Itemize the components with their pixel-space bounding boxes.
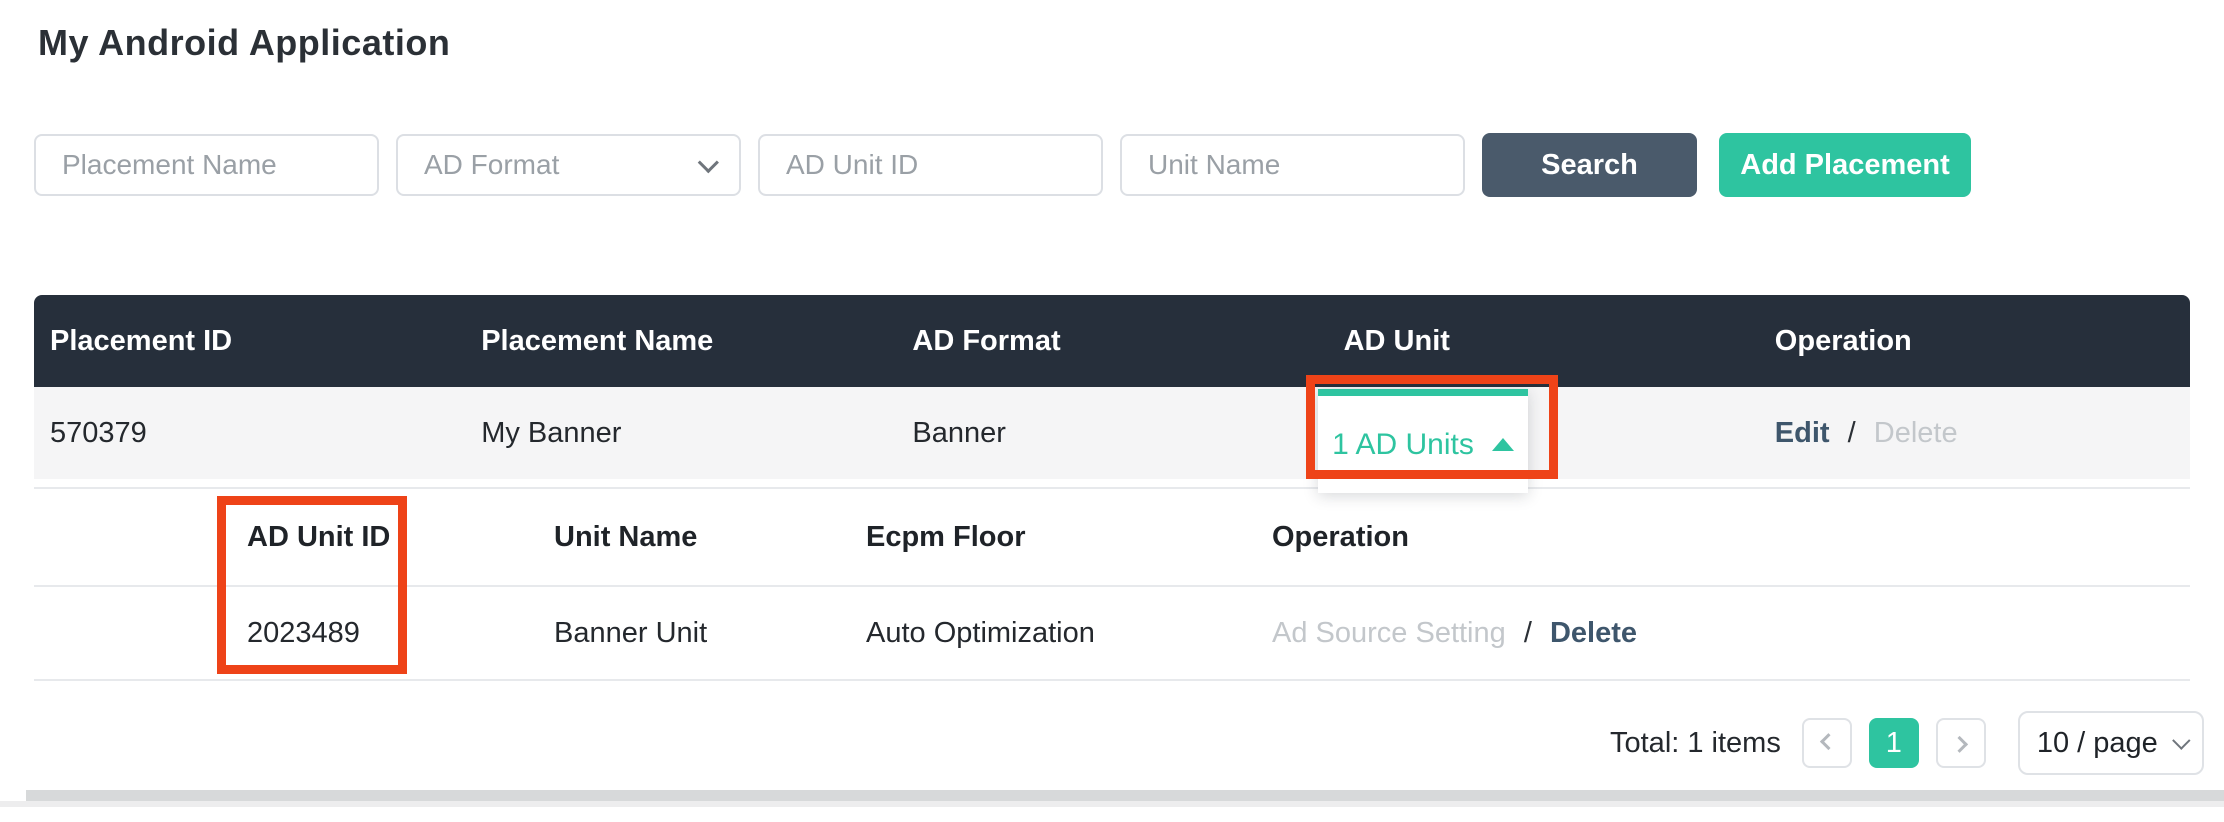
unit-name-cell: Banner Unit xyxy=(554,616,708,649)
ad-source-setting-link-disabled: Ad Source Setting xyxy=(1272,616,1506,649)
page-title: My Android Application xyxy=(38,22,451,63)
sub-column-header-ad-unit-id: AD Unit ID xyxy=(247,520,391,553)
add-placement-button[interactable]: Add Placement xyxy=(1719,133,1971,197)
chevron-down-icon xyxy=(2171,730,2191,750)
sub-column-header-operation: Operation xyxy=(1272,520,1409,553)
column-header-ad-format: AD Format xyxy=(912,324,1061,357)
column-header-placement-name: Placement Name xyxy=(481,324,714,357)
ad-units-toggle-label: 1 AD Units xyxy=(1332,427,1474,461)
placement-table-row: 570379 My Banner Banner Edit / Delete xyxy=(34,387,2190,479)
edit-link[interactable]: Edit xyxy=(1774,416,1830,449)
placement-name-cell: My Banner xyxy=(481,416,622,449)
ad-format-select-placeholder: AD Format xyxy=(424,149,560,180)
horizontal-scrollbar-thumb[interactable] xyxy=(26,790,2224,801)
caret-up-icon xyxy=(1491,438,1514,451)
pagination-page-1[interactable]: 1 xyxy=(1868,718,1919,768)
ad-format-cell: Banner xyxy=(912,416,1006,449)
pagination: Total: 1 items 1 10 / page xyxy=(1610,710,2204,776)
ad-units-toggle-button[interactable]: 1 AD Units xyxy=(1318,389,1528,493)
chevron-right-icon xyxy=(1950,735,1968,753)
sub-operation-separator: / xyxy=(1523,616,1532,649)
unit-name-input[interactable] xyxy=(1120,134,1465,196)
ad-unit-id-cell: 2023489 xyxy=(247,616,360,649)
column-header-placement-id: Placement ID xyxy=(50,324,233,357)
pagination-next-button[interactable] xyxy=(1935,718,1986,768)
sub-delete-link[interactable]: Delete xyxy=(1549,616,1637,649)
operation-cell: Edit / Delete xyxy=(1759,417,2190,450)
ecpm-floor-cell: Auto Optimization xyxy=(866,616,1095,649)
column-header-operation: Operation xyxy=(1774,324,1912,357)
page-size-select[interactable]: 10 / page xyxy=(2017,711,2204,775)
row-divider xyxy=(34,487,2190,489)
ad-format-select[interactable]: AD Format xyxy=(396,134,741,196)
sub-column-header-unit-name: Unit Name xyxy=(554,520,698,553)
ad-unit-id-input[interactable] xyxy=(758,134,1103,196)
filter-bar: AD Format Search Add Placement xyxy=(34,133,1971,197)
placements-table-header: Placement ID Placement Name AD Format AD… xyxy=(34,295,2190,387)
sub-row-divider xyxy=(34,679,2190,681)
ad-unit-sub-table-row: 2023489 Banner Unit Auto Optimization Ad… xyxy=(213,587,2153,679)
operation-separator: / xyxy=(1847,416,1856,449)
sub-header-divider xyxy=(34,585,2190,587)
chevron-down-icon xyxy=(697,151,719,173)
sub-column-header-ecpm-floor: Ecpm Floor xyxy=(866,520,1026,553)
chevron-left-icon xyxy=(1819,733,1837,751)
search-button[interactable]: Search xyxy=(1482,133,1697,197)
pagination-total: Total: 1 items xyxy=(1610,726,1781,759)
placement-name-input[interactable] xyxy=(34,134,379,196)
delete-link-disabled: Delete xyxy=(1873,416,1958,449)
horizontal-scrollbar-track xyxy=(0,801,2224,807)
column-header-ad-unit: AD Unit xyxy=(1343,324,1450,357)
page-size-label: 10 / page xyxy=(2036,726,2158,759)
placement-id-cell: 570379 xyxy=(50,416,147,449)
sub-operation-cell: Ad Source Setting / Delete xyxy=(1238,617,1938,650)
ad-units-sub-table-header: AD Unit ID Unit Name Ecpm Floor Operatio… xyxy=(213,489,2153,585)
pagination-prev-button[interactable] xyxy=(1801,718,1852,768)
